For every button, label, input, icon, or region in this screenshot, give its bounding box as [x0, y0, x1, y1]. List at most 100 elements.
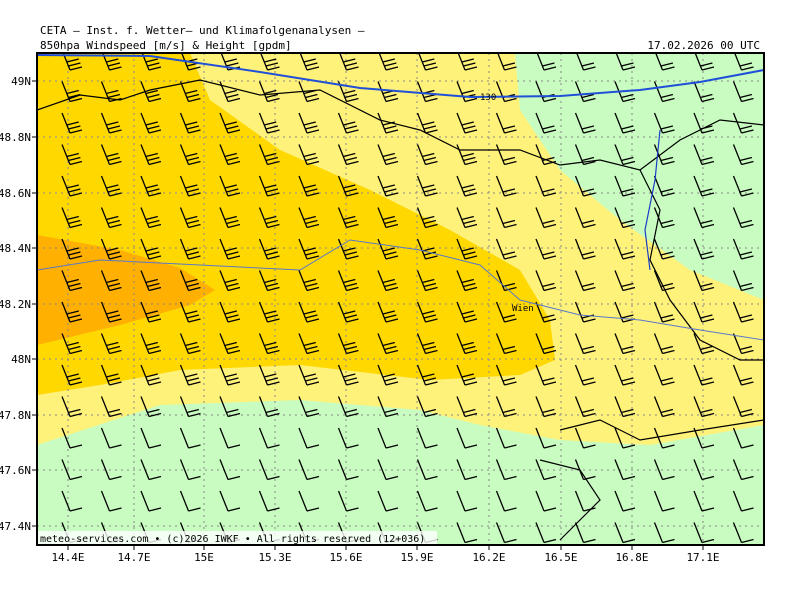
wind-barb [614, 459, 636, 481]
wind-barb [653, 238, 675, 260]
wind-barb [298, 112, 320, 134]
wind-barb [179, 207, 201, 229]
wind-barb [535, 396, 557, 418]
wind-barb [614, 270, 636, 292]
wind-barb [653, 112, 675, 134]
wind-barb [100, 459, 122, 481]
wind-barb [456, 112, 478, 134]
wind-barb [495, 396, 517, 418]
wind-barb [614, 238, 636, 260]
wind-barb [614, 522, 636, 544]
header-title: CETA – Inst. f. Wetter– und Klimafolgena… [40, 24, 365, 37]
wind-barb [100, 396, 122, 418]
wind-barb [219, 301, 241, 323]
wind-barb [337, 459, 359, 481]
wind-barb [535, 270, 557, 292]
wind-barb [298, 270, 320, 292]
wind-barb [337, 364, 359, 386]
wind-barb [258, 364, 280, 386]
wind-barb [456, 81, 478, 103]
wind-barb [732, 144, 754, 166]
wind-barb [495, 144, 517, 166]
lat-label: 48N [11, 353, 31, 366]
wind-barb [574, 333, 596, 355]
wind-barb [653, 333, 675, 355]
wind-barb [140, 459, 162, 481]
lon-label: 16.5E [544, 551, 577, 564]
wind-barb [456, 396, 478, 418]
wind-barb [456, 301, 478, 323]
wind-barb [495, 238, 517, 260]
wind-barb [574, 396, 596, 418]
wind-barb [456, 175, 478, 197]
lat-label: 48.8N [0, 131, 31, 144]
wind-barb [416, 81, 438, 103]
wind-barb [574, 522, 596, 544]
wind-barb [535, 144, 557, 166]
wind-barb [653, 144, 675, 166]
wind-barb [574, 112, 596, 134]
wind-barb [535, 175, 557, 197]
wind-barb [416, 144, 438, 166]
wind-barb [298, 333, 320, 355]
wind-barb [61, 175, 83, 197]
graticule [37, 53, 764, 545]
wind-barb [693, 301, 715, 323]
wind-barb [693, 490, 715, 512]
wind-barb [258, 112, 280, 134]
axes: 14.4E 14.7E 15E 15.3E 15.6E 15.9E 16.2E 16.5E 16… [0, 75, 720, 564]
wind-barb [337, 175, 359, 197]
wind-barb [299, 53, 320, 71]
wind-barb [140, 238, 162, 260]
wind-barb [732, 333, 754, 355]
wind-barb [258, 144, 280, 166]
wind-barb [100, 175, 122, 197]
wind-barb [653, 301, 675, 323]
wind-barb [416, 175, 438, 197]
wind-barb [614, 427, 636, 449]
wind-barb [574, 175, 596, 197]
wind-barb [258, 238, 280, 260]
wind-barb [416, 333, 438, 355]
wind-barb [574, 207, 596, 229]
wind-barb [495, 270, 517, 292]
wind-barb [495, 427, 517, 449]
wind-barb [732, 112, 754, 134]
border [37, 79, 764, 171]
wind-barb [61, 459, 83, 481]
wind-barb [535, 459, 557, 481]
map-frame [36, 52, 765, 546]
lon-label: 15.3E [258, 551, 291, 564]
wind-barb [377, 238, 399, 260]
lat-label: 48.4N [0, 242, 31, 255]
wind-barb [377, 207, 399, 229]
wind-barb [140, 427, 162, 449]
wind-barb [574, 427, 596, 449]
wind-barb [653, 81, 675, 103]
wind-barb [732, 396, 754, 418]
wind-barb [456, 364, 478, 386]
wind-barb [574, 81, 596, 103]
wind-barb [61, 270, 83, 292]
wind-barb [337, 270, 359, 292]
wind-barb [337, 301, 359, 323]
wind-barb [535, 112, 557, 134]
wind-barb [258, 427, 280, 449]
wind-barb [298, 427, 320, 449]
wind-barb [337, 81, 359, 103]
wind-barb [298, 459, 320, 481]
lon-label: 14.4E [51, 551, 84, 564]
wind-barb [377, 112, 399, 134]
wind-barb [416, 396, 438, 418]
wind-barb [100, 270, 122, 292]
wind-barb [100, 301, 122, 323]
wind-barb [61, 238, 83, 260]
wind-barb [495, 333, 517, 355]
wind-barb [456, 427, 478, 449]
wind-barb [495, 112, 517, 134]
wind-barb [456, 459, 478, 481]
wind-barb [416, 112, 438, 134]
wind-barb [140, 207, 162, 229]
wind-barb [535, 427, 557, 449]
wind-barb [219, 364, 241, 386]
